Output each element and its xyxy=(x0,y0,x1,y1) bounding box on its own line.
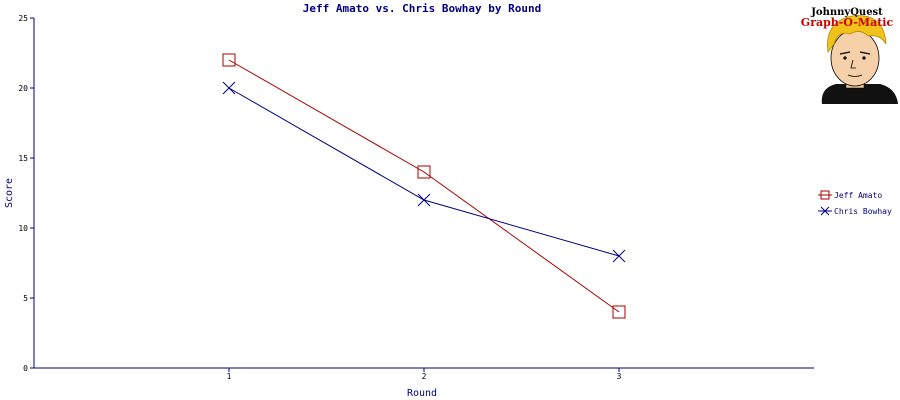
logo-line2: Graph-O-Matic xyxy=(801,16,894,29)
series-layer xyxy=(222,53,626,319)
axes xyxy=(33,18,814,369)
legend-marker-1 xyxy=(820,206,830,216)
y-tick-label-5: 25 xyxy=(18,14,28,23)
x-ticks: 1 2 3 xyxy=(227,368,622,381)
graph-o-matic-logo: JohnnyQuest Graph-O-Matic xyxy=(800,0,900,104)
series-0-point-1 xyxy=(417,165,431,179)
y-tick-label-1: 5 xyxy=(23,294,28,303)
legend-item-1[interactable]: Chris Bowhay xyxy=(818,206,892,216)
series-0-point-2 xyxy=(612,305,626,319)
y-tick-label-4: 20 xyxy=(18,84,28,93)
x-tick-label-1: 2 xyxy=(422,372,427,381)
series-1-point-2 xyxy=(612,249,626,263)
legend-marker-0 xyxy=(820,190,830,200)
series-1-point-1 xyxy=(417,193,431,207)
series-line-0 xyxy=(228,59,620,313)
x-tick-label-2: 3 xyxy=(617,372,622,381)
y-tick-label-2: 10 xyxy=(18,224,28,233)
y-tick-label-0: 0 xyxy=(23,364,28,373)
x-tick-label-0: 1 xyxy=(227,372,232,381)
legend-label-0: Jeff Amato xyxy=(834,191,882,200)
y-axis-label: Score xyxy=(4,178,15,208)
y-ticks: 0 5 10 15 20 25 xyxy=(18,14,34,373)
legend[interactable]: Jeff Amato Chris Bowhay xyxy=(818,190,892,216)
legend-label-1: Chris Bowhay xyxy=(834,207,892,216)
y-tick-label-3: 15 xyxy=(18,154,28,163)
x-axis-label: Round xyxy=(407,388,437,399)
chart-title: Jeff Amato vs. Chris Bowhay by Round xyxy=(303,2,541,15)
logo-line1: JohnnyQuest xyxy=(810,7,883,18)
boy-portrait-icon xyxy=(821,15,898,104)
series-1-point-0 xyxy=(222,81,236,95)
series-0-point-0 xyxy=(222,53,236,67)
legend-item-0[interactable]: Jeff Amato xyxy=(818,190,882,200)
